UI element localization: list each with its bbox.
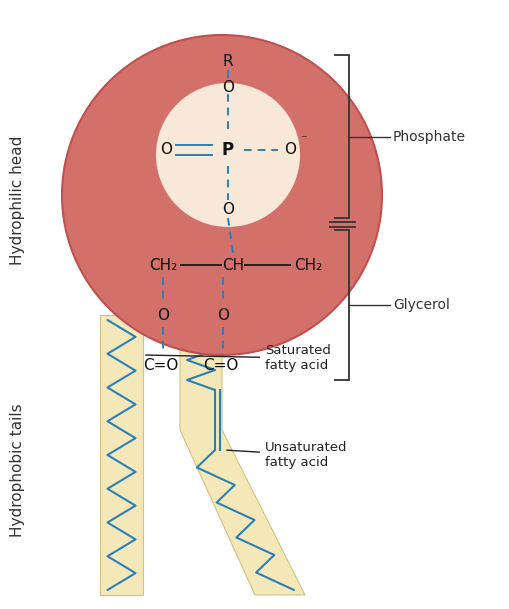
Text: P: P (221, 141, 234, 159)
Text: CH₂: CH₂ (149, 258, 177, 272)
Text: Hydrophobic tails: Hydrophobic tails (11, 403, 25, 537)
Text: O: O (157, 308, 168, 323)
Circle shape (62, 35, 381, 355)
FancyBboxPatch shape (100, 315, 143, 595)
Polygon shape (180, 315, 304, 595)
Text: C=O: C=O (203, 357, 238, 373)
Text: Phosphate: Phosphate (392, 130, 465, 144)
Text: Glycerol: Glycerol (392, 298, 449, 312)
Text: Unsaturated
fatty acid: Unsaturated fatty acid (227, 441, 347, 469)
Text: O: O (221, 80, 234, 94)
Text: O: O (221, 203, 234, 217)
Text: R: R (222, 54, 233, 69)
Text: O: O (216, 308, 229, 323)
Text: Saturated
fatty acid: Saturated fatty acid (146, 344, 330, 372)
Circle shape (156, 83, 299, 227)
Text: C=O: C=O (143, 357, 178, 373)
Text: Hydrophilic head: Hydrophilic head (11, 135, 25, 265)
Text: O: O (160, 143, 172, 158)
Text: O: O (284, 143, 295, 158)
Text: CH: CH (221, 258, 244, 272)
Text: ⁻: ⁻ (299, 133, 306, 147)
Text: CH₂: CH₂ (293, 258, 322, 272)
